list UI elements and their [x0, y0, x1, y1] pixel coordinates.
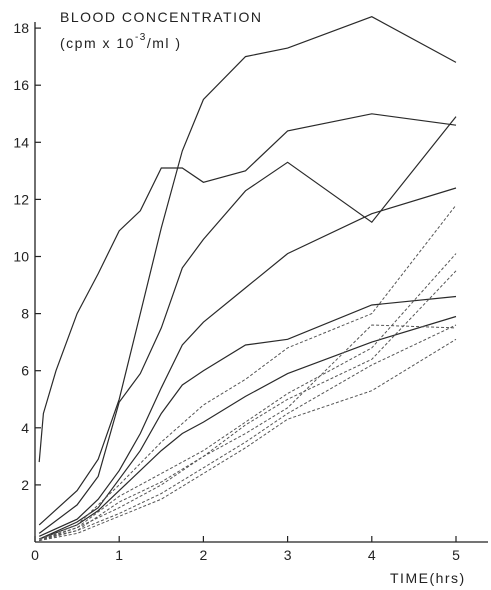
- y-tick-label: 18: [13, 20, 29, 36]
- x-tick-label: 4: [368, 547, 376, 563]
- y-tick-label: 8: [21, 306, 29, 322]
- solid-series-line-6: [38, 315, 457, 540]
- axes: [34, 22, 488, 543]
- series-group: [38, 16, 457, 542]
- dashed-series-line-12: [39, 338, 457, 542]
- x-tick-label: 3: [284, 547, 292, 563]
- solid-series-line-5: [38, 295, 457, 540]
- y-tick-label: 2: [21, 477, 29, 493]
- x-ticks: 0 1 2 3 4 5: [31, 536, 460, 563]
- y-tick-label: 10: [13, 249, 29, 265]
- y-axis-unit-suffix: /ml ): [147, 35, 182, 51]
- solid-series-line-2: [38, 16, 457, 526]
- x-tick-label: 2: [200, 547, 208, 563]
- y-axis-title-line2: (cpm x 10-3/ml ): [60, 32, 182, 51]
- dashed-series-line-7: [39, 204, 457, 540]
- dashed-series-line-8: [39, 253, 457, 540]
- dashed-series-line-11: [39, 324, 457, 542]
- solid-series-line-3: [38, 116, 457, 534]
- dashed-series-line-9: [39, 270, 457, 540]
- y-ticks: 2 4 6 8 10 12 14 16 18: [13, 20, 41, 493]
- x-tick-label: 5: [452, 547, 460, 563]
- y-tick-label: 14: [13, 134, 29, 150]
- solid-series-line-4: [38, 187, 457, 537]
- y-axis-unit-exponent: -3: [135, 32, 147, 43]
- dashed-series-line-10: [39, 324, 457, 542]
- x-axis-title: TIME(hrs): [390, 570, 466, 586]
- y-axis-title-line1: BLOOD CONCENTRATION: [60, 9, 262, 25]
- y-tick-label: 12: [13, 191, 29, 207]
- solid-series-line-1: [38, 113, 457, 463]
- y-tick-label: 6: [21, 363, 29, 379]
- y-tick-label: 16: [13, 77, 29, 93]
- y-tick-label: 4: [21, 420, 29, 436]
- y-axis-unit-prefix: (cpm x 10: [60, 35, 135, 51]
- x-tick-label: 1: [115, 547, 123, 563]
- x-tick-label: 0: [31, 547, 39, 563]
